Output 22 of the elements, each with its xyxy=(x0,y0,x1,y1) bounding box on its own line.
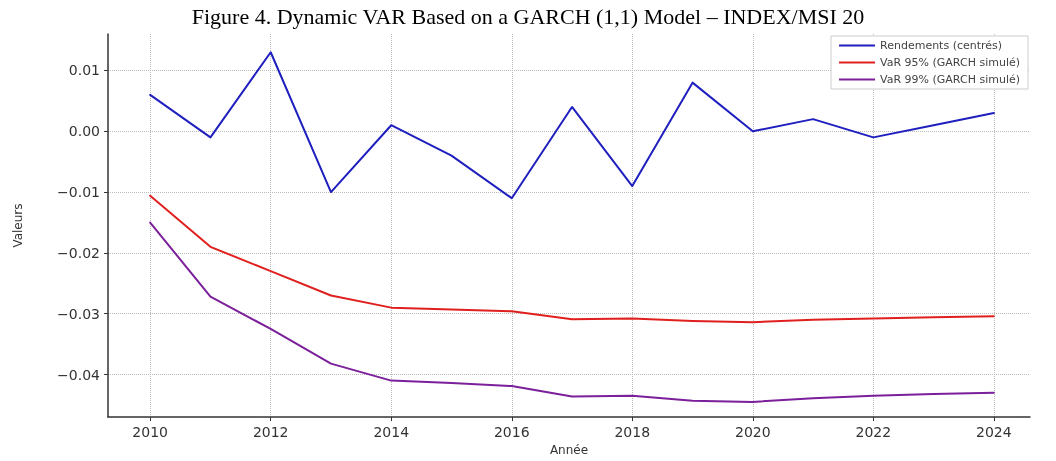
legend-label: VaR 99% (GARCH simulé) xyxy=(880,73,1021,86)
y-tick-label: 0.01 xyxy=(68,62,100,79)
x-tick-label: 2012 xyxy=(252,424,289,441)
line-series xyxy=(149,221,995,403)
y-tick-label: −0.03 xyxy=(57,305,100,322)
x-tick-label: 2020 xyxy=(734,424,771,441)
x-tick-label: 2018 xyxy=(614,424,651,441)
y-axis-title: Valeurs xyxy=(11,203,25,248)
x-axis-title: Année xyxy=(549,443,589,457)
y-tick-label: −0.02 xyxy=(57,244,100,261)
x-tick-label: 2024 xyxy=(976,424,1012,441)
x-tick-label: 2010 xyxy=(132,424,168,441)
line-series xyxy=(149,194,995,324)
y-tick-label: −0.01 xyxy=(57,184,100,201)
x-tick-label: 2022 xyxy=(855,424,892,441)
x-tick-label: 2016 xyxy=(493,424,530,441)
y-tick-label: 0.00 xyxy=(68,123,100,140)
y-tick-label: −0.04 xyxy=(57,366,101,383)
legend-label: Rendements (centrés) xyxy=(880,39,1003,52)
legend-label: VaR 95% (GARCH simulé) xyxy=(880,56,1021,69)
chart-title: Figure 4. Dynamic VAR Based on a GARCH (1,1) Model – INDEX/MSI 20 xyxy=(191,3,865,29)
x-tick-label: 2014 xyxy=(373,424,410,441)
